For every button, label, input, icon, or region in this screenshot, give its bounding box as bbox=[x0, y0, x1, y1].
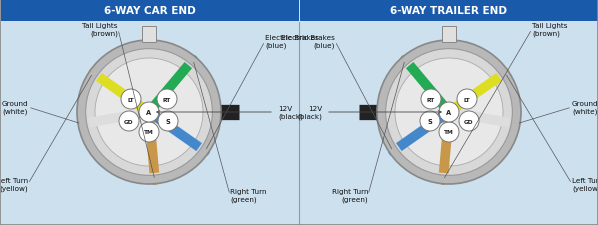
Circle shape bbox=[377, 41, 521, 184]
Text: Left Turn
(yellow): Left Turn (yellow) bbox=[572, 177, 598, 191]
Text: Ground
(white): Ground (white) bbox=[572, 101, 598, 115]
Text: 12V
(black): 12V (black) bbox=[297, 106, 322, 119]
Circle shape bbox=[86, 50, 212, 176]
Circle shape bbox=[139, 122, 159, 142]
Text: Electric Brakes
(blue): Electric Brakes (blue) bbox=[265, 35, 319, 49]
Text: Right Turn
(green): Right Turn (green) bbox=[331, 188, 368, 202]
Text: 6-WAY TRAILER END: 6-WAY TRAILER END bbox=[390, 6, 507, 16]
Circle shape bbox=[459, 112, 479, 131]
Text: TM: TM bbox=[144, 130, 154, 135]
Circle shape bbox=[439, 103, 459, 122]
Text: LT: LT bbox=[128, 97, 135, 102]
Circle shape bbox=[119, 112, 139, 131]
Text: Left Turn
(yellow): Left Turn (yellow) bbox=[0, 177, 28, 191]
Text: Tail Lights
(brown): Tail Lights (brown) bbox=[83, 23, 118, 37]
Bar bbox=[299, 0, 598, 22]
Circle shape bbox=[386, 50, 512, 176]
Text: A: A bbox=[447, 110, 451, 115]
Text: RT: RT bbox=[163, 97, 171, 102]
Circle shape bbox=[157, 90, 177, 110]
Bar bbox=[0, 0, 299, 22]
Text: Right Turn
(green): Right Turn (green) bbox=[230, 188, 267, 202]
Text: Ground
(white): Ground (white) bbox=[1, 101, 28, 115]
Text: 12V
(black): 12V (black) bbox=[278, 106, 303, 119]
Text: Tail Lights
(brown): Tail Lights (brown) bbox=[532, 23, 568, 37]
Text: S: S bbox=[166, 119, 170, 124]
Circle shape bbox=[77, 41, 221, 184]
Text: GD: GD bbox=[124, 119, 134, 124]
Text: S: S bbox=[428, 119, 432, 124]
Text: RT: RT bbox=[427, 97, 435, 102]
Text: A: A bbox=[147, 110, 151, 115]
Bar bbox=[442, 27, 456, 43]
Text: 6-WAY CAR END: 6-WAY CAR END bbox=[103, 6, 196, 16]
Circle shape bbox=[95, 59, 203, 166]
Text: TM: TM bbox=[444, 130, 454, 135]
Text: LT: LT bbox=[463, 97, 470, 102]
Circle shape bbox=[139, 103, 159, 122]
Circle shape bbox=[457, 90, 477, 110]
Text: GD: GD bbox=[464, 119, 474, 124]
Circle shape bbox=[395, 59, 503, 166]
Circle shape bbox=[121, 90, 141, 110]
Text: Electric Brakes
(blue): Electric Brakes (blue) bbox=[281, 35, 335, 49]
Circle shape bbox=[421, 90, 441, 110]
Circle shape bbox=[158, 112, 178, 131]
Circle shape bbox=[420, 112, 440, 131]
Circle shape bbox=[439, 122, 459, 142]
Bar bbox=[142, 27, 156, 43]
